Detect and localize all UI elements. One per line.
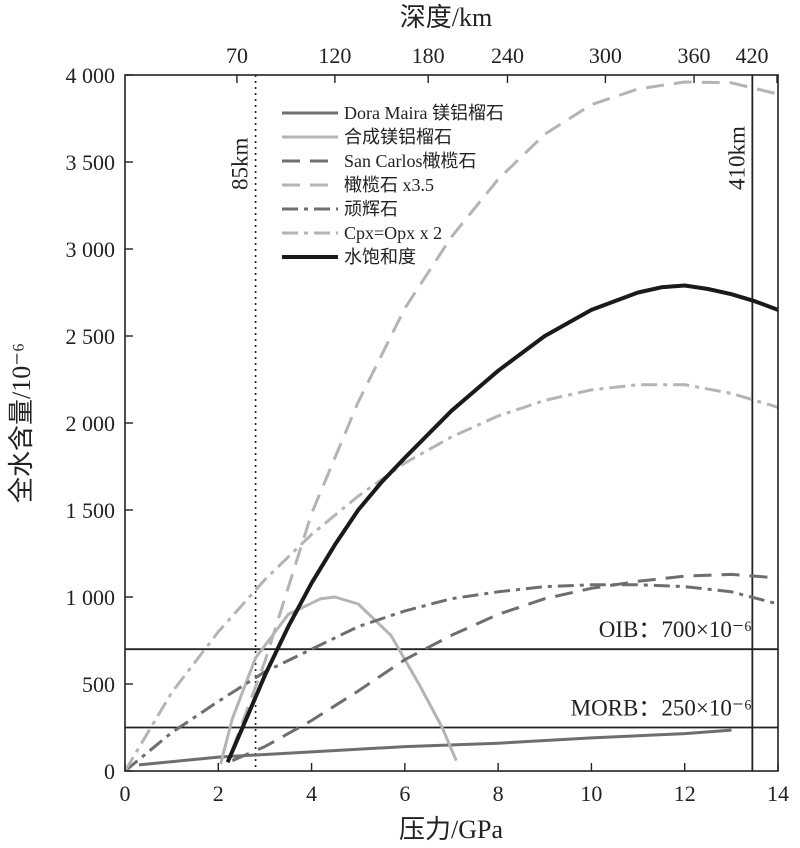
y-tick-label: 2 500 (66, 324, 116, 349)
top-tick-label: 300 (589, 43, 622, 68)
top-tick-label: 120 (318, 43, 351, 68)
top-tick-label: 70 (226, 43, 248, 68)
series-line (125, 383, 778, 771)
series-line (219, 595, 458, 765)
x-tick-label: 4 (306, 781, 317, 806)
x-tick-label: 2 (213, 781, 224, 806)
series-line (225, 283, 778, 764)
reference-lines: 85km 410km OIB：700×10⁻⁶ MORB：250×10⁻⁶ (125, 75, 778, 771)
series-line (125, 583, 778, 771)
y-tick-label: 2 000 (66, 411, 116, 436)
y-tick-label: 1 500 (66, 498, 116, 523)
legend-label: 橄榄石 x3.5 (344, 175, 434, 195)
x-tick-label: 6 (399, 781, 410, 806)
y-tick-label: 500 (82, 672, 115, 697)
reference-line-label: 410km (724, 126, 749, 190)
legend-label: 顽辉石 (344, 199, 398, 219)
legend-label: 水饱和度 (344, 247, 416, 267)
y-tick-label: 1 000 (66, 585, 116, 610)
y-axis-title: 全水含量/10⁻⁶ (7, 343, 36, 503)
y-tick-label: 4 000 (66, 63, 116, 88)
series-line (230, 80, 778, 751)
legend-label: Cpx=Opx x 2 (344, 223, 442, 243)
y-tick-label: 3 500 (66, 150, 116, 175)
legend-label: San Carlos橄榄石 (344, 151, 477, 171)
x-tick-label: 0 (120, 781, 131, 806)
x-tick-label: 10 (580, 781, 602, 806)
series-lines (125, 80, 778, 771)
top-tick-label: 180 (412, 43, 445, 68)
x-tick-label: 8 (493, 781, 504, 806)
series-line (231, 572, 778, 762)
x-tick-label: 12 (674, 781, 696, 806)
y-tick-label: 3 000 (66, 237, 116, 262)
top-tick-label: 360 (678, 43, 711, 68)
legend-label: Dora Maira 镁铝榴石 (344, 103, 504, 123)
reference-line-label: OIB：700×10⁻⁶ (599, 617, 752, 642)
series-line (138, 728, 732, 767)
x-tick-label: 14 (767, 781, 789, 806)
reference-line-label: 85km (228, 138, 253, 191)
x-axis-title: 压力/GPa (399, 815, 503, 844)
reference-line-label: MORB：250×10⁻⁶ (571, 696, 752, 721)
top-tick-label: 240 (491, 43, 524, 68)
y-tick-label: 0 (104, 759, 115, 784)
legend-label: 合成镁铝榴石 (344, 127, 452, 147)
top-axis-title: 深度/km (400, 3, 492, 32)
top-tick-label: 420 (736, 43, 769, 68)
plot-frame (124, 74, 779, 772)
ticks-layer: 0 2 4 6 8 10 12 14 0 500 1 000 1 500 2 000 2 500 3 000… (66, 43, 790, 806)
